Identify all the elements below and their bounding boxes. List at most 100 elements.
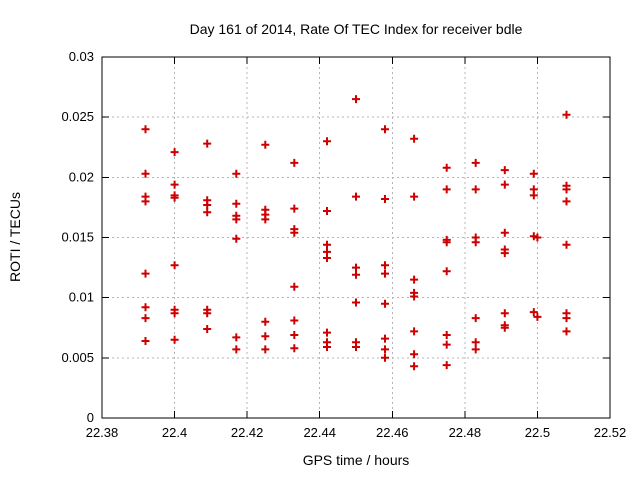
data-point-marker [410, 350, 419, 359]
data-point-marker [170, 148, 179, 157]
y-tick-label: 0.015 [61, 230, 94, 245]
data-point-marker [410, 292, 419, 301]
data-point-marker [352, 270, 360, 279]
data-point-marker [170, 335, 179, 344]
data-point-marker [410, 275, 419, 284]
data-point-marker [261, 332, 270, 341]
data-point-marker [410, 327, 419, 336]
data-point-marker [562, 314, 571, 323]
data-point-marker [562, 110, 571, 119]
data-point-marker [529, 169, 538, 178]
data-point-marker [562, 327, 571, 336]
x-tick-label: 22.44 [303, 425, 336, 440]
data-point-marker [442, 331, 451, 339]
y-tick-label: 0.005 [61, 350, 94, 365]
data-point-marker [381, 353, 389, 362]
data-point-marker [232, 215, 241, 224]
data-point-marker [203, 201, 212, 209]
data-point-marker [141, 125, 150, 134]
data-point-marker [381, 334, 389, 343]
data-point-marker [323, 137, 331, 146]
x-tick-label: 22.42 [231, 425, 264, 440]
data-point-marker [471, 185, 480, 194]
data-point-marker [203, 208, 212, 217]
data-point-marker [500, 166, 509, 175]
data-point-marker [261, 317, 270, 326]
data-point-marker [170, 180, 179, 189]
data-point-marker [141, 169, 150, 178]
x-tick-label: 22.52 [594, 425, 627, 440]
data-point-marker [410, 134, 419, 143]
data-point-marker [352, 95, 360, 104]
data-point-marker [381, 195, 389, 203]
data-point-marker [323, 343, 331, 351]
y-tick-label: 0.02 [69, 169, 94, 184]
data-point-marker [533, 233, 542, 242]
data-point-marker [203, 139, 212, 148]
data-point-marker [442, 163, 451, 172]
data-point-marker [442, 185, 451, 194]
data-point-marker [562, 197, 571, 206]
plot-area: 22.38 22.4 22.42 22.44 22.46 22.48 22.5 22.52 0 0… [61, 49, 626, 440]
x-tick-label: 22.48 [449, 425, 482, 440]
data-point-marker [562, 185, 571, 194]
data-point-marker [442, 238, 451, 247]
data-point-marker [410, 192, 419, 201]
data-point-marker [290, 158, 299, 167]
data-point-marker [170, 193, 179, 202]
data-point-marker [290, 204, 299, 213]
data-point-marker [410, 362, 419, 371]
data-point-marker [323, 240, 331, 249]
data-point-marker [203, 309, 212, 318]
y-tick-label: 0.01 [69, 290, 94, 305]
data-point-marker [381, 269, 389, 278]
data-point-marker [141, 197, 150, 206]
data-point-marker [232, 169, 241, 178]
data-point-marker [471, 314, 480, 323]
data-point-marker [500, 249, 509, 258]
y-tick-label: 0.03 [69, 49, 94, 64]
data-point-marker [323, 328, 331, 337]
data-point-marker [562, 240, 571, 249]
data-point-marker [352, 192, 360, 201]
data-point-marker [352, 263, 360, 272]
data-point-marker [381, 299, 389, 308]
data-point-marker [290, 228, 299, 237]
x-tick-label: 22.5 [525, 425, 550, 440]
x-tick-label: 22.46 [376, 425, 409, 440]
x-axis-label: GPS time / hours [303, 452, 410, 468]
data-point-marker [471, 338, 480, 347]
data-point-marker [533, 312, 542, 321]
data-point-marker [232, 345, 241, 354]
data-point-marker [529, 191, 538, 200]
data-point-marker [261, 140, 270, 149]
y-tick-label: 0 [87, 410, 94, 425]
data-point-marker [323, 254, 331, 262]
data-point-marker [442, 267, 451, 276]
data-point-marker [500, 180, 509, 189]
data-point-marker [261, 215, 270, 224]
data-point-marker [141, 314, 150, 323]
data-point-marker [471, 158, 480, 167]
data-point-marker [203, 325, 212, 333]
data-point-marker [170, 309, 179, 318]
data-point-marker [141, 337, 150, 345]
y-axis-label: ROTI / TECUs [7, 192, 23, 282]
data-point-marker [232, 333, 241, 342]
data-point-marker [170, 261, 179, 270]
data-point-marker [381, 345, 389, 354]
data-point-marker [141, 269, 150, 278]
data-point-marker [471, 345, 480, 354]
data-point-marker [500, 228, 509, 237]
y-tick-label: 0.025 [61, 109, 94, 124]
data-point-marker [290, 282, 299, 291]
data-point-marker [232, 199, 241, 208]
data-point-marker [352, 343, 360, 351]
chart-title: Day 161 of 2014, Rate Of TEC Index for r… [190, 21, 523, 37]
data-point-marker [529, 308, 538, 317]
data-point-marker [290, 331, 299, 339]
data-point-marker [232, 234, 241, 243]
plot-border [101, 56, 611, 419]
